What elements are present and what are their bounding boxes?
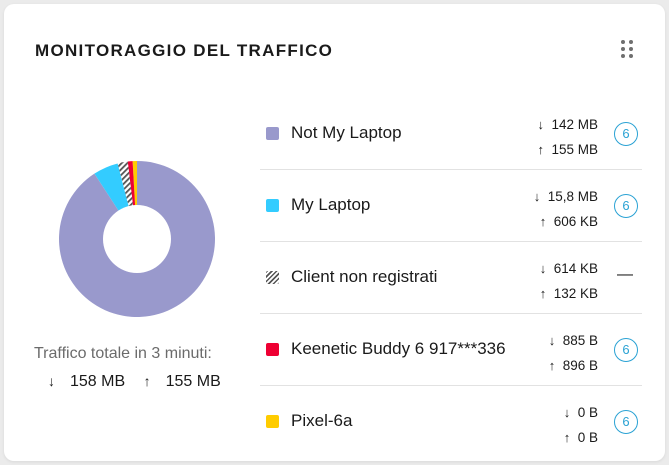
device-row-pixel-6a[interactable]: Pixel-6a ↓ 0 B ↑ 0 B 6 bbox=[260, 386, 642, 457]
device-name: Client non registrati bbox=[291, 267, 438, 286]
download-arrow-icon: ↓ bbox=[548, 333, 556, 348]
upload-value: 0 B bbox=[577, 430, 598, 445]
drag-handle-icon[interactable] bbox=[621, 40, 635, 62]
total-traffic-values: ↓ 158 MB ↑ 155 MB bbox=[48, 373, 248, 391]
upload-arrow-icon: ↑ bbox=[143, 373, 151, 389]
device-rates: ↓ 0 B ↑ 0 B bbox=[564, 400, 598, 450]
no-connections-dash: — bbox=[617, 266, 633, 283]
connection-count-badge[interactable]: 6 bbox=[614, 410, 638, 434]
legend-swatch bbox=[266, 199, 279, 212]
download-arrow-icon: ↓ bbox=[563, 405, 571, 420]
device-name: Not My Laptop bbox=[291, 123, 402, 142]
download-value: 142 MB bbox=[551, 117, 598, 132]
download-value: 885 B bbox=[562, 333, 598, 348]
legend-swatch-hatched bbox=[266, 271, 279, 284]
upload-value: 606 KB bbox=[553, 214, 598, 229]
device-row-not-my-laptop[interactable]: Not My Laptop ↓ 142 MB ↑ 155 MB 6 bbox=[260, 98, 642, 170]
traffic-donut-chart bbox=[59, 161, 216, 317]
upload-value: 132 KB bbox=[553, 286, 598, 301]
donut-hole bbox=[103, 205, 171, 273]
legend-swatch bbox=[266, 127, 279, 140]
upload-arrow-icon: ↑ bbox=[563, 430, 571, 445]
download-value: 0 B bbox=[577, 405, 598, 420]
upload-value: 896 B bbox=[562, 358, 598, 373]
download-value: 614 KB bbox=[553, 261, 598, 276]
upload-arrow-icon: ↑ bbox=[548, 358, 556, 373]
card-title: MONITORAGGIO DEL TRAFFICO bbox=[35, 41, 334, 60]
device-row-my-laptop[interactable]: My Laptop ↓ 15,8 MB ↑ 606 KB 6 bbox=[260, 170, 642, 242]
download-arrow-icon: ↓ bbox=[539, 261, 547, 276]
connection-count-badge[interactable]: 6 bbox=[614, 122, 638, 146]
device-rates: ↓ 885 B ↑ 896 B bbox=[549, 328, 598, 378]
device-name: Keenetic Buddy 6 917***336 bbox=[291, 339, 506, 358]
device-name: My Laptop bbox=[291, 195, 371, 214]
connection-count-badge[interactable]: 6 bbox=[614, 194, 638, 218]
download-arrow-icon: ↓ bbox=[48, 373, 55, 389]
upload-value: 155 MB bbox=[551, 142, 598, 157]
download-arrow-icon: ↓ bbox=[533, 189, 541, 204]
device-name: Pixel-6a bbox=[291, 411, 353, 430]
device-rates: ↓ 142 MB ↑ 155 MB bbox=[537, 112, 598, 162]
upload-arrow-icon: ↑ bbox=[539, 286, 547, 301]
upload-arrow-icon: ↑ bbox=[537, 142, 544, 157]
device-row-keenetic-buddy[interactable]: Keenetic Buddy 6 917***336 ↓ 885 B ↑ 896 B… bbox=[260, 314, 642, 386]
total-upload: 155 MB bbox=[165, 373, 221, 390]
legend-swatch bbox=[266, 343, 279, 356]
device-row-unregistered-clients[interactable]: Client non registrati ↓ 614 KB ↑ 132 KB — bbox=[260, 242, 642, 314]
download-value: 15,8 MB bbox=[547, 189, 598, 204]
total-traffic-label: Traffico totale in 3 minuti: bbox=[34, 345, 212, 362]
connection-count-badge[interactable]: 6 bbox=[614, 338, 638, 362]
device-list: Not My Laptop ↓ 142 MB ↑ 155 MB 6 My Lapto… bbox=[260, 98, 642, 457]
upload-arrow-icon: ↑ bbox=[539, 214, 547, 229]
device-rates: ↓ 15,8 MB ↑ 606 KB bbox=[534, 184, 598, 234]
total-download: 158 MB bbox=[70, 373, 126, 390]
device-rates: ↓ 614 KB ↑ 132 KB bbox=[540, 256, 598, 306]
legend-swatch bbox=[266, 415, 279, 428]
download-arrow-icon: ↓ bbox=[537, 117, 544, 132]
traffic-monitor-card: MONITORAGGIO DEL TRAFFICO Traffico total… bbox=[4, 4, 665, 461]
